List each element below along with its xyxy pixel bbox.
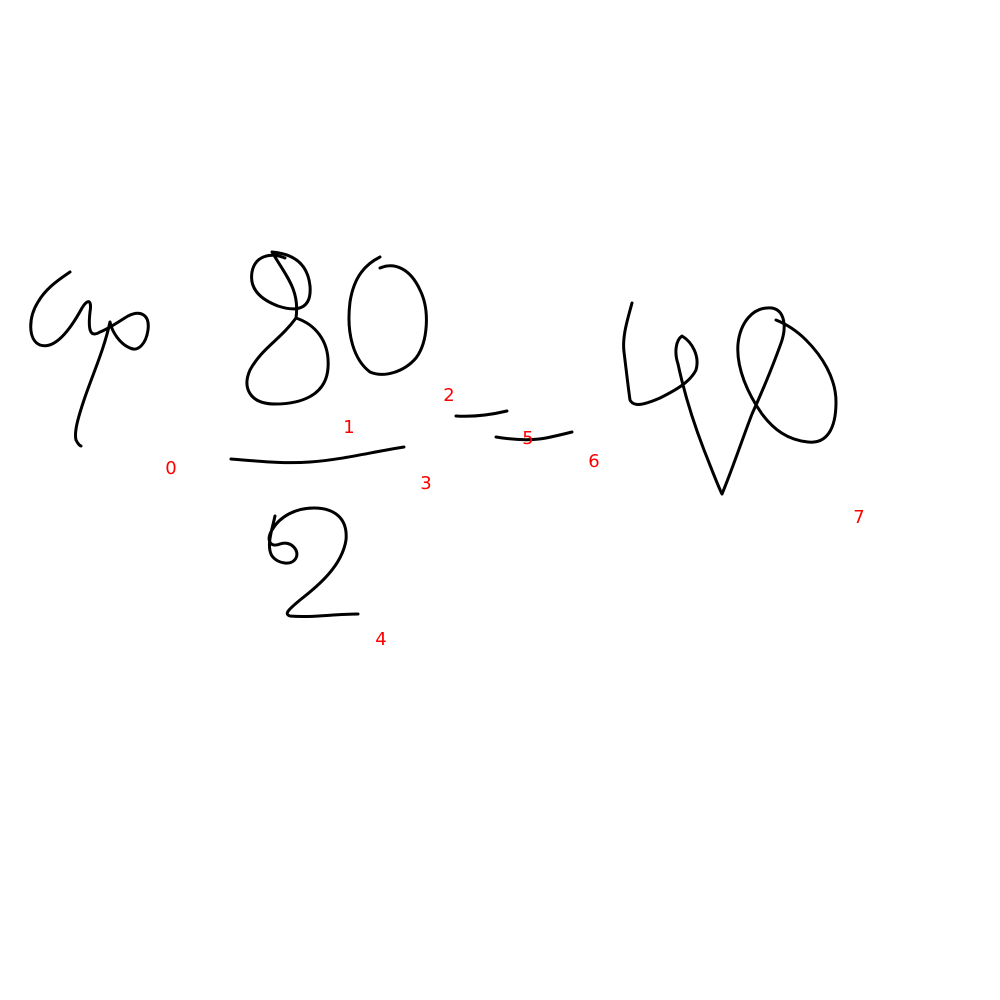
stroke-label-1: 1 [343, 417, 354, 438]
stroke-label-3: 3 [420, 473, 431, 494]
stroke-4-two [267, 506, 360, 619]
stroke-label-0: 0 [165, 458, 176, 479]
stroke-1-eight [245, 250, 330, 406]
stroke-3-fraction-bar [229, 445, 406, 465]
stroke-label-2: 2 [443, 385, 454, 406]
stroke-0-phi [29, 270, 150, 448]
stroke-5-equals-top [454, 409, 509, 418]
stroke-label-4: 4 [375, 629, 386, 650]
stroke-7-four [622, 301, 838, 496]
stroke-label-6: 6 [588, 451, 599, 472]
stroke-label-7: 7 [853, 507, 864, 528]
stroke-2-zero [347, 255, 428, 376]
stroke-label-5: 5 [522, 428, 533, 449]
stroke-6-equals-bottom [494, 430, 574, 442]
